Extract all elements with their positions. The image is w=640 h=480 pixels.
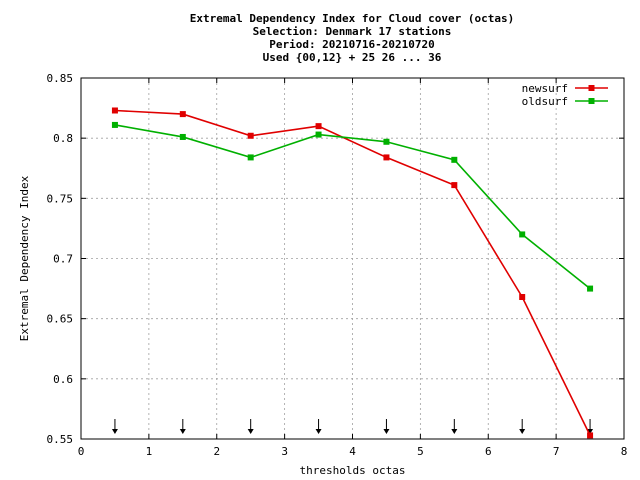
x-tick-label: 3: [281, 445, 288, 458]
grid-lines: [81, 78, 624, 439]
legend-marker-oldsurf: [588, 98, 595, 104]
title-line-1: Extremal Dependency Index for Cloud cove…: [190, 12, 515, 25]
threshold-arrow-head: [587, 429, 594, 434]
series-point-oldsurf: [247, 154, 254, 161]
threshold-arrow-head: [451, 429, 458, 434]
x-tick-label: 8: [621, 445, 628, 458]
x-tick-label: 2: [213, 445, 220, 458]
series-point-newsurf: [519, 294, 526, 301]
series-point-oldsurf: [519, 231, 526, 238]
y-tick-label: 0.7: [53, 253, 73, 266]
x-tick-label: 6: [485, 445, 492, 458]
chart-title: Extremal Dependency Index for Cloud cove…: [190, 12, 515, 64]
series-line-newsurf: [114, 109, 591, 436]
legend-label-newsurf: newsurf: [522, 82, 568, 95]
data-series: [111, 107, 594, 439]
legend-label-oldsurf: oldsurf: [522, 95, 568, 108]
threshold-arrows: [111, 419, 594, 434]
series-point-oldsurf: [315, 131, 322, 138]
x-tick-label: 7: [553, 445, 560, 458]
threshold-arrow-head: [179, 429, 186, 434]
threshold-arrow-head: [315, 429, 322, 434]
x-tick-label: 5: [417, 445, 424, 458]
series-point-newsurf: [111, 107, 118, 114]
series-point-newsurf: [179, 111, 186, 118]
axis-ticks: 0 1 2 3 4 5 6 7 8 0.55 0.6 0.65 0.7 0.75 0.8 0.85: [47, 72, 628, 458]
y-tick-label: 0.75: [47, 192, 74, 205]
y-tick-label: 0.65: [47, 313, 74, 326]
x-tick-label: 4: [349, 445, 356, 458]
y-axis-label: Extremal Dependency Index: [18, 175, 31, 341]
series-point-oldsurf: [383, 138, 390, 145]
series-point-newsurf: [247, 132, 254, 139]
series-point-oldsurf: [587, 285, 594, 292]
series-point-oldsurf: [111, 121, 118, 128]
threshold-arrow-head: [383, 429, 390, 434]
y-tick-label: 0.55: [47, 433, 74, 446]
series-point-newsurf: [587, 432, 594, 439]
title-line-2: Selection: Denmark 17 stations: [253, 25, 452, 38]
series-point-oldsurf: [451, 156, 458, 163]
legend-marker-newsurf: [588, 85, 595, 91]
title-line-3: Period: 20210716-20210720: [269, 38, 435, 51]
series-point-newsurf: [451, 182, 458, 189]
x-tick-label: 1: [146, 445, 153, 458]
title-line-4: Used {00,12} + 25 26 ... 36: [263, 51, 442, 64]
x-axis-label: thresholds octas: [300, 464, 406, 477]
series-point-newsurf: [315, 123, 322, 130]
threshold-arrow-head: [519, 429, 526, 434]
x-tick-label: 0: [78, 445, 85, 458]
series-point-newsurf: [383, 154, 390, 161]
y-tick-label: 0.85: [47, 72, 74, 85]
y-tick-label: 0.6: [53, 373, 73, 386]
series-point-oldsurf: [179, 133, 186, 140]
y-tick-label: 0.8: [53, 132, 73, 145]
threshold-arrow-head: [111, 429, 118, 434]
series-line-oldsurf: [114, 124, 591, 290]
threshold-arrow-head: [247, 429, 254, 434]
